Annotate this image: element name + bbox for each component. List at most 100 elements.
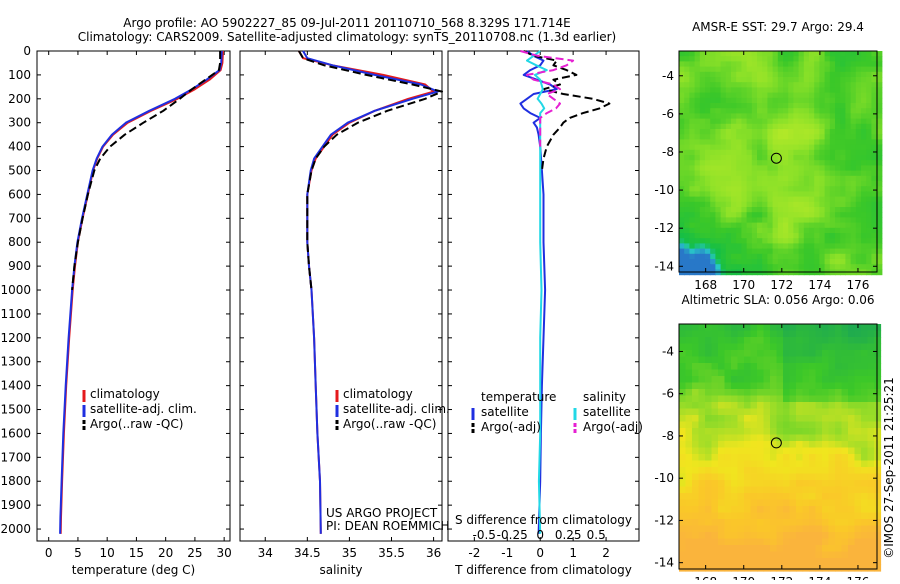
heatmap-cell bbox=[828, 454, 836, 462]
heatmap-cell bbox=[824, 264, 831, 270]
heatmap-cell bbox=[694, 92, 701, 99]
heatmap-cell bbox=[866, 61, 872, 68]
heatmap-cell bbox=[737, 480, 745, 488]
heatmap-cell bbox=[809, 421, 817, 429]
heatmap-cell bbox=[788, 253, 794, 260]
heatmap-cell bbox=[711, 532, 719, 540]
heatmap-cell bbox=[829, 227, 836, 234]
heatmap-cell bbox=[684, 243, 690, 250]
heatmap-cell bbox=[698, 376, 706, 384]
heatmap-cell bbox=[737, 506, 745, 514]
heatmap-cell bbox=[776, 369, 784, 377]
heatmap-cell bbox=[741, 196, 748, 203]
y-tick-label: 1900 bbox=[0, 498, 31, 512]
heatmap-cell bbox=[814, 238, 820, 244]
heatmap-cell bbox=[777, 129, 784, 135]
heatmap-cell bbox=[751, 165, 758, 172]
heatmap-cell bbox=[822, 376, 830, 384]
heatmap-cell bbox=[715, 222, 722, 229]
heatmap-cell bbox=[814, 207, 820, 213]
heatmap-cell bbox=[679, 191, 685, 198]
heatmap-cell bbox=[829, 212, 836, 218]
heatmap-cell bbox=[736, 175, 742, 182]
heatmap-cell bbox=[845, 66, 852, 73]
heatmap-cell bbox=[720, 123, 727, 130]
heatmap-cell bbox=[802, 428, 810, 436]
heatmap-cell bbox=[809, 441, 817, 449]
heatmap-cell bbox=[770, 389, 778, 397]
y-tick-label: 1700 bbox=[0, 450, 31, 464]
heatmap-cell bbox=[867, 532, 875, 540]
heatmap-cell bbox=[789, 519, 797, 527]
heatmap-cell bbox=[720, 253, 727, 260]
heatmap-cell bbox=[809, 97, 815, 104]
heatmap-cell bbox=[772, 56, 779, 62]
heatmap-cell bbox=[809, 454, 817, 462]
heatmap-cell bbox=[705, 222, 711, 229]
heatmap-cell bbox=[762, 56, 768, 62]
heatmap-cell bbox=[741, 181, 748, 187]
heatmap-cell bbox=[815, 486, 823, 494]
heatmap-cell bbox=[815, 343, 823, 351]
heatmap-cell bbox=[736, 165, 742, 172]
heatmap-cell bbox=[855, 181, 862, 187]
heatmap-cell bbox=[871, 253, 878, 260]
heatmap-cell bbox=[737, 441, 745, 449]
heatmap-cell bbox=[705, 538, 713, 546]
heatmap-cell bbox=[772, 201, 779, 208]
plot-frame bbox=[447, 50, 640, 542]
heatmap-cell bbox=[809, 473, 817, 481]
heatmap-cell bbox=[770, 369, 778, 377]
heatmap-cell bbox=[746, 82, 753, 88]
heatmap-cell bbox=[679, 248, 685, 255]
heatmap-cell bbox=[845, 144, 852, 151]
heatmap-cell bbox=[848, 454, 856, 462]
heatmap-cell bbox=[841, 480, 849, 488]
heatmap-cell bbox=[819, 207, 826, 213]
heatmap-cell bbox=[757, 217, 763, 224]
heatmap-cell bbox=[798, 243, 805, 250]
heatmap-cell bbox=[746, 175, 753, 182]
heatmap-cell bbox=[736, 181, 742, 187]
heatmap-cell bbox=[866, 227, 872, 234]
heatmap-cell bbox=[763, 324, 771, 332]
heatmap-cell bbox=[798, 259, 805, 265]
heatmap-cell bbox=[776, 376, 784, 384]
heatmap-cell bbox=[788, 217, 794, 224]
heatmap-cell bbox=[776, 545, 784, 553]
heatmap-cell bbox=[746, 207, 753, 213]
heatmap-cell bbox=[763, 337, 771, 345]
series-line bbox=[298, 50, 443, 291]
heatmap-cell bbox=[679, 512, 687, 520]
heatmap-cell bbox=[679, 538, 687, 546]
heatmap-cell bbox=[845, 248, 852, 255]
heatmap-cell bbox=[855, 113, 862, 120]
heatmap-cell bbox=[736, 253, 742, 260]
heatmap-cell bbox=[777, 238, 784, 244]
heatmap-cell bbox=[694, 253, 701, 260]
heatmap-cell bbox=[684, 165, 690, 172]
x-tick-label: 34 bbox=[258, 546, 273, 560]
heatmap-cell bbox=[814, 259, 820, 265]
heatmap-cell bbox=[715, 56, 722, 62]
heatmap-cell bbox=[841, 402, 849, 410]
heatmap-cell bbox=[861, 532, 869, 540]
heatmap-cell bbox=[741, 82, 748, 88]
heatmap-cell bbox=[814, 82, 820, 88]
heatmap-cell bbox=[710, 165, 716, 172]
heatmap-cell bbox=[750, 363, 758, 371]
heatmap-cell bbox=[776, 324, 784, 332]
heatmap-cell bbox=[783, 77, 789, 83]
heatmap-cell bbox=[737, 454, 745, 462]
heatmap-cell bbox=[866, 207, 872, 213]
heatmap-cell bbox=[861, 87, 867, 94]
heatmap-cell bbox=[793, 82, 800, 88]
heatmap-cell bbox=[814, 56, 820, 62]
heatmap-cell bbox=[763, 408, 771, 416]
heatmap-cell bbox=[741, 103, 748, 109]
heatmap-cell bbox=[841, 421, 849, 429]
heatmap-cell bbox=[692, 428, 700, 436]
heatmap-cell bbox=[685, 532, 693, 540]
heatmap-cell bbox=[746, 108, 753, 114]
heatmap-cell bbox=[809, 181, 815, 187]
